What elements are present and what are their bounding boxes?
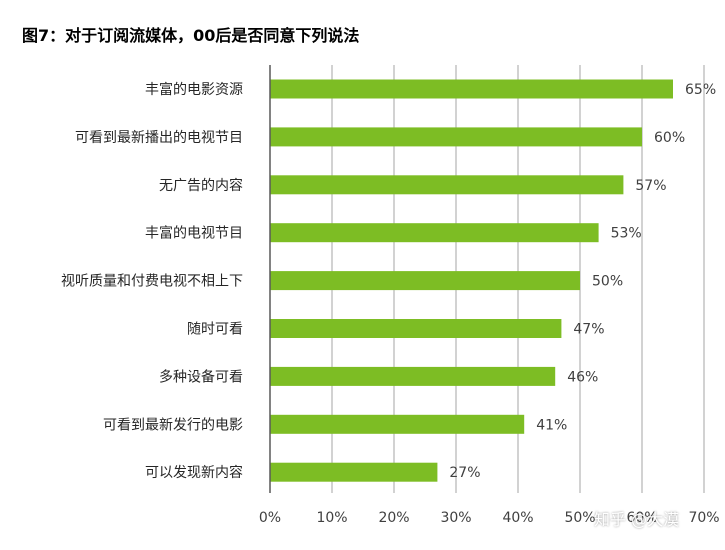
bar (270, 414, 525, 434)
value-label: 60% (654, 130, 685, 146)
x-tick-label: 10% (316, 510, 347, 526)
bar (270, 79, 673, 99)
bar (270, 462, 438, 482)
value-label: 53% (611, 226, 642, 242)
category-label: 丰富的电视节目 (145, 225, 243, 242)
value-label: 50% (592, 274, 623, 290)
value-label: 65% (685, 82, 716, 98)
category-label: 多种设备可看 (159, 368, 243, 385)
chart-title: 图7：对于订阅流媒体，00后是否同意下列说法 (22, 26, 360, 45)
category-label: 可以发现新内容 (145, 464, 243, 481)
category-label: 随时可看 (187, 322, 243, 338)
x-tick-label: 40% (502, 510, 533, 526)
x-tick-label: 60% (626, 510, 657, 526)
bars (270, 79, 673, 482)
x-tick-label: 0% (259, 510, 281, 526)
category-label: 丰富的电影资源 (145, 81, 243, 98)
category-label: 无广告的内容 (159, 177, 243, 194)
x-tick-label: 50% (564, 510, 595, 526)
value-label: 57% (635, 178, 666, 194)
bar (270, 223, 599, 243)
value-label: 41% (536, 417, 567, 433)
value-label: 46% (567, 369, 598, 385)
category-label: 可看到最新播出的电视节目 (75, 130, 243, 146)
x-tick-label: 30% (440, 510, 471, 526)
watermark: 知乎 @大漠 (594, 510, 680, 529)
bar (270, 319, 562, 338)
bar (270, 366, 556, 386)
x-tick-label: 70% (688, 510, 719, 526)
category-labels: 丰富的电影资源可看到最新播出的电视节目无广告的内容丰富的电视节目视听质量和付费电… (61, 81, 243, 481)
value-label: 47% (573, 322, 604, 338)
value-labels: 65% 60% 57% 53% 50% 47% 46% 41% 27% (449, 82, 716, 481)
category-label: 视听质量和付费电视不相上下 (61, 274, 243, 290)
value-label: 27% (449, 465, 480, 481)
bar (270, 271, 580, 291)
x-tick-labels: 0% 10% 20% 30% 40% 50% 60% 70% (259, 510, 720, 526)
bar (270, 175, 624, 195)
bar (270, 127, 642, 147)
x-tick-label: 20% (378, 510, 409, 526)
category-label: 可看到最新发行的电影 (103, 417, 243, 433)
